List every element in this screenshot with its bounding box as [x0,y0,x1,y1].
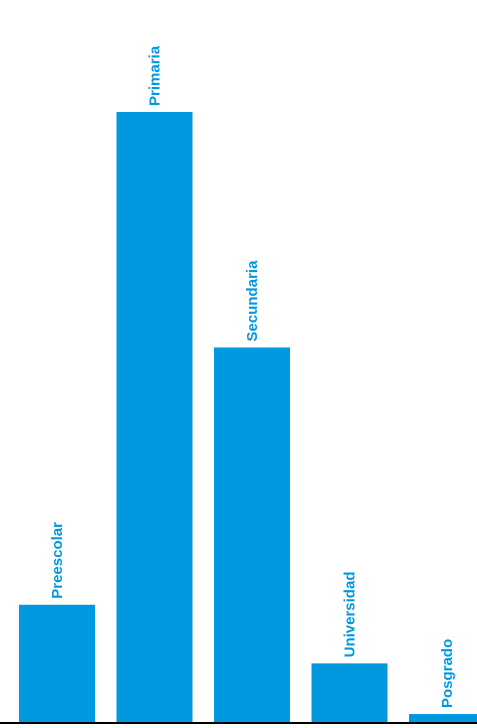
bar-posgrado [409,714,477,722]
bar-label-universidad: Universidad [342,572,359,658]
bar-label-primaria: Primaria [147,45,164,106]
bar-primaria [116,112,193,722]
bar-secundaria [214,347,290,722]
bar-universidad [311,663,388,722]
bar-label-posgrado: Posgrado [439,639,456,708]
bar-label-preescolar: Preescolar [49,522,66,599]
bars-group [19,112,477,722]
labels-group: Preescolar Primaria Secundaria Universidad P… [49,45,456,708]
bar-label-secundaria: Secundaria [244,260,261,342]
bar-preescolar [19,604,95,722]
